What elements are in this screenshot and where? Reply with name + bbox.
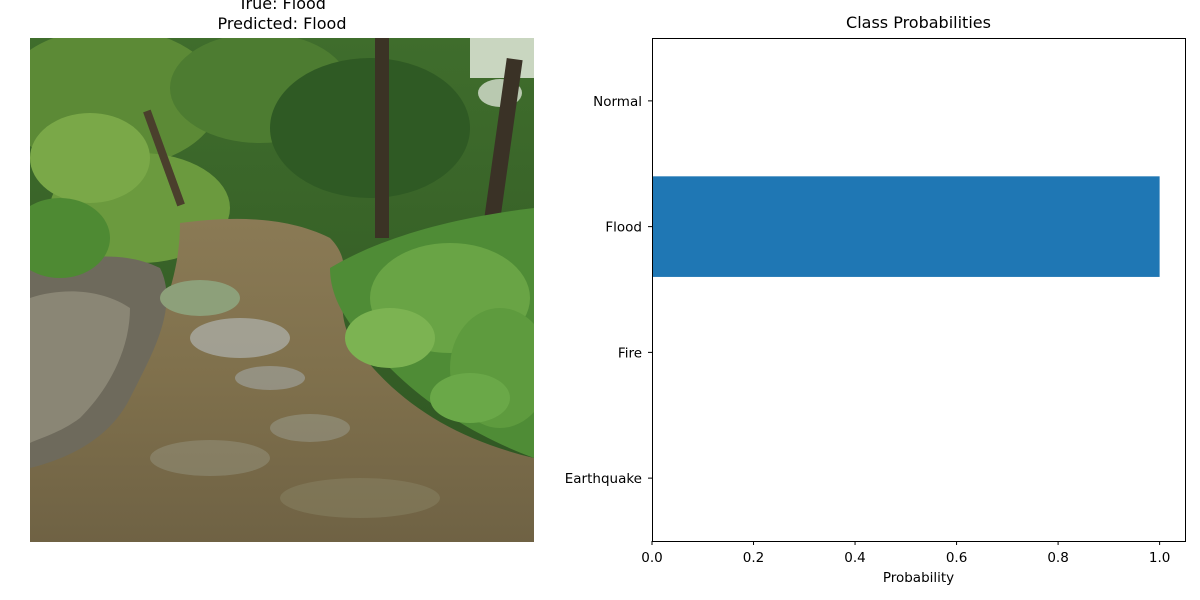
chart-title: Class Probabilities [846,13,991,32]
y-tick-label-normal: Normal [593,94,642,110]
x-tick-label: 0.8 [1047,550,1068,566]
x-tick-label: 0.4 [844,550,865,566]
flood-photo [30,38,534,542]
x-tick-label: 0.0 [641,550,662,566]
y-tick-label-earthquake: Earthquake [565,471,642,487]
plot-frame [652,38,1186,542]
predicted-label: Predicted: Flood [217,14,347,33]
x-tick-label: 0.6 [946,550,967,566]
flood-photo-illustration [30,38,534,542]
bar-flood [652,176,1160,277]
x-axis-label: Probability [883,570,954,586]
y-tick-label-fire: Fire [618,345,642,361]
true-label: True: Flood [238,0,326,13]
image-title: True: Flood Predicted: Flood [30,0,534,34]
x-tick-label: 1.0 [1149,550,1170,566]
y-tick-label-flood: Flood [605,220,642,236]
x-tick-label: 0.2 [743,550,764,566]
